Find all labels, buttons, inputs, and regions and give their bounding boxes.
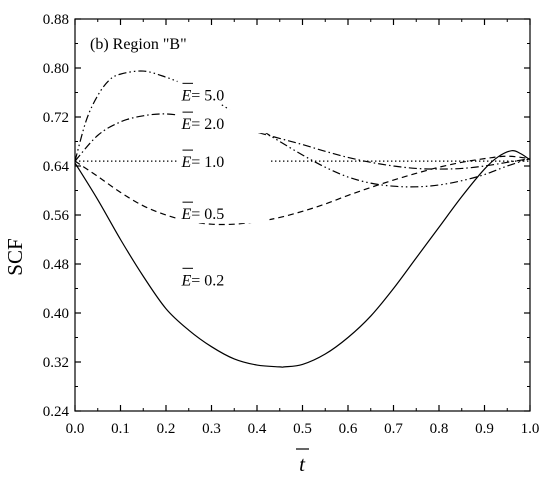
y-axis-label: SCF — [3, 238, 27, 275]
y-tick-label: 0.24 — [43, 404, 70, 420]
y-tick-label: 0.32 — [43, 355, 69, 371]
annotation-layer: E= 5.0E= 2.0E= 1.0E= 0.5E= 0.2 — [177, 80, 270, 290]
series-label-bg-1 — [177, 109, 270, 134]
series-label-2: E= 1.0 — [181, 154, 225, 171]
x-tick-label: 0.5 — [293, 421, 312, 437]
series-line-0 — [74, 150, 531, 368]
series-label-variable-1: E — [181, 116, 192, 133]
series-line-1 — [74, 155, 531, 226]
y-tick-label: 0.80 — [43, 61, 69, 77]
y-axis-ticks: 0.24 0.32 0.40 0.48 0.56 0.64 0.72 0.80 0.88 — [43, 12, 530, 420]
y-tick-label: 0.48 — [43, 257, 69, 273]
x-tick-label: 0.3 — [202, 421, 221, 437]
series-label-variable-4: E — [181, 272, 192, 289]
series-label-variable-2: E — [181, 154, 192, 171]
series-label-value-4: = 0.2 — [191, 272, 224, 289]
series-label-variable-0: E — [181, 87, 192, 104]
x-axis-ticks: 0.0 0.1 0.2 0.3 0.4 0.5 0.6 0.7 0.8 0.9 1.0 — [66, 19, 540, 437]
y-tick-label: 0.88 — [43, 12, 69, 28]
x-tick-label: 0.7 — [384, 421, 403, 437]
series-label-bg-3 — [177, 199, 270, 224]
x-axis-label-group: t — [296, 448, 309, 476]
x-axis-label: t — [299, 452, 306, 476]
y-tick-label: 0.40 — [43, 306, 69, 322]
x-tick-label: 0.1 — [111, 421, 130, 437]
x-tick-label: 0.2 — [157, 421, 176, 437]
series-layer — [74, 70, 531, 368]
panel-title: (b) Region "B" — [90, 36, 187, 53]
x-tick-label: 0.4 — [248, 421, 267, 437]
series-label-1: E= 2.0 — [181, 116, 225, 133]
y-tick-label: 0.72 — [43, 110, 69, 126]
series-label-bg-2 — [177, 147, 270, 172]
series-label-4: E= 0.2 — [181, 272, 225, 289]
series-label-value-2: = 1.0 — [191, 154, 224, 171]
series-label-0: E= 5.0 — [181, 87, 225, 104]
series-label-value-1: = 2.0 — [191, 116, 224, 133]
x-tick-label: 0.9 — [475, 421, 494, 437]
x-tick-label: 0.6 — [339, 421, 358, 437]
x-tick-label: 1.0 — [521, 421, 540, 437]
y-tick-label: 0.64 — [43, 159, 70, 175]
series-label-variable-3: E — [181, 206, 192, 223]
series-label-value-3: = 0.5 — [191, 206, 224, 223]
x-tick-label: 0.0 — [66, 421, 85, 437]
series-label-bg-0 — [177, 80, 270, 105]
series-label-3: E= 0.5 — [181, 206, 225, 223]
series-label-bg-4 — [177, 265, 270, 290]
series-label-value-0: = 5.0 — [191, 87, 224, 104]
x-tick-label: 0.8 — [430, 421, 449, 437]
y-tick-label: 0.56 — [43, 208, 70, 224]
